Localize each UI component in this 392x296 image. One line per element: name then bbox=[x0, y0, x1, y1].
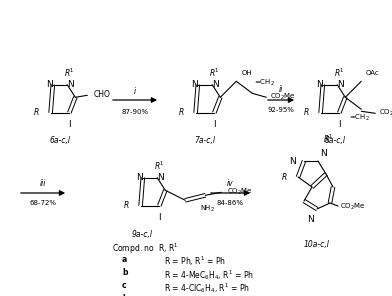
Text: OH: OH bbox=[241, 70, 252, 76]
Text: R: R bbox=[304, 108, 309, 117]
Text: =CH$_2$: =CH$_2$ bbox=[254, 78, 275, 89]
Text: i: i bbox=[134, 88, 136, 96]
Text: CO$_2$Me: CO$_2$Me bbox=[270, 92, 296, 102]
Text: iv: iv bbox=[227, 178, 233, 187]
Text: ii: ii bbox=[279, 86, 283, 94]
Text: NH$_2$: NH$_2$ bbox=[200, 204, 215, 214]
Text: 6a-c,l: 6a-c,l bbox=[49, 136, 71, 144]
Text: R = 4-ClC$_6$H$_4$, R$^1$ = Ph: R = 4-ClC$_6$H$_4$, R$^1$ = Ph bbox=[164, 281, 250, 295]
Text: $R^1$: $R^1$ bbox=[323, 133, 334, 145]
Text: R: R bbox=[124, 201, 129, 210]
Text: CHO: CHO bbox=[93, 90, 110, 99]
Text: CO$_2$Me: CO$_2$Me bbox=[379, 108, 392, 118]
Text: b: b bbox=[122, 268, 127, 277]
Text: l: l bbox=[122, 294, 125, 296]
Text: a: a bbox=[122, 255, 127, 264]
Text: iii: iii bbox=[40, 178, 46, 187]
Text: I: I bbox=[158, 213, 161, 222]
Text: c: c bbox=[122, 281, 127, 290]
Text: N: N bbox=[212, 80, 219, 89]
Text: Compd. no  R, R$^1$: Compd. no R, R$^1$ bbox=[112, 242, 179, 256]
Text: CO$_2$Me: CO$_2$Me bbox=[227, 187, 253, 197]
Text: N: N bbox=[191, 80, 198, 89]
Text: 9a-c,l: 9a-c,l bbox=[131, 231, 152, 239]
Text: N: N bbox=[316, 80, 323, 89]
Text: I: I bbox=[213, 120, 216, 129]
Text: N: N bbox=[289, 157, 296, 165]
Text: N: N bbox=[320, 149, 327, 157]
Text: $R^1$: $R^1$ bbox=[209, 67, 220, 79]
Text: CO$_2$Me: CO$_2$Me bbox=[340, 202, 366, 212]
Text: 10a-c,l: 10a-c,l bbox=[304, 240, 330, 250]
Text: 84-86%: 84-86% bbox=[216, 200, 243, 206]
Text: N: N bbox=[136, 173, 143, 182]
Text: OAc: OAc bbox=[365, 70, 379, 76]
Text: N: N bbox=[337, 80, 344, 89]
Text: R = Ph, R$^1$ = Ph: R = Ph, R$^1$ = Ph bbox=[164, 255, 226, 268]
Text: R = Ph, R$^1$ = CH$_2$Ph: R = Ph, R$^1$ = CH$_2$Ph bbox=[164, 294, 241, 296]
Text: $R^1$: $R^1$ bbox=[64, 67, 74, 79]
Text: =CH$_2$: =CH$_2$ bbox=[349, 113, 370, 123]
Text: 8a-c,l: 8a-c,l bbox=[325, 136, 345, 144]
Text: 87-90%: 87-90% bbox=[122, 109, 149, 115]
Text: R: R bbox=[281, 173, 287, 181]
Text: R: R bbox=[179, 108, 184, 117]
Text: I: I bbox=[68, 120, 71, 129]
Text: $R^1$: $R^1$ bbox=[154, 160, 165, 172]
Text: R: R bbox=[34, 108, 39, 117]
Text: 68-72%: 68-72% bbox=[29, 200, 56, 206]
Text: N: N bbox=[157, 173, 164, 182]
Text: N: N bbox=[46, 80, 53, 89]
Text: $R^1$: $R^1$ bbox=[334, 67, 345, 79]
Text: N: N bbox=[308, 215, 314, 223]
Text: R = 4-MeC$_6$H$_4$, R$^1$ = Ph: R = 4-MeC$_6$H$_4$, R$^1$ = Ph bbox=[164, 268, 254, 282]
Text: 7a-c,l: 7a-c,l bbox=[194, 136, 216, 144]
Text: 92-95%: 92-95% bbox=[268, 107, 294, 113]
Text: I: I bbox=[338, 120, 341, 129]
Text: N: N bbox=[67, 80, 74, 89]
